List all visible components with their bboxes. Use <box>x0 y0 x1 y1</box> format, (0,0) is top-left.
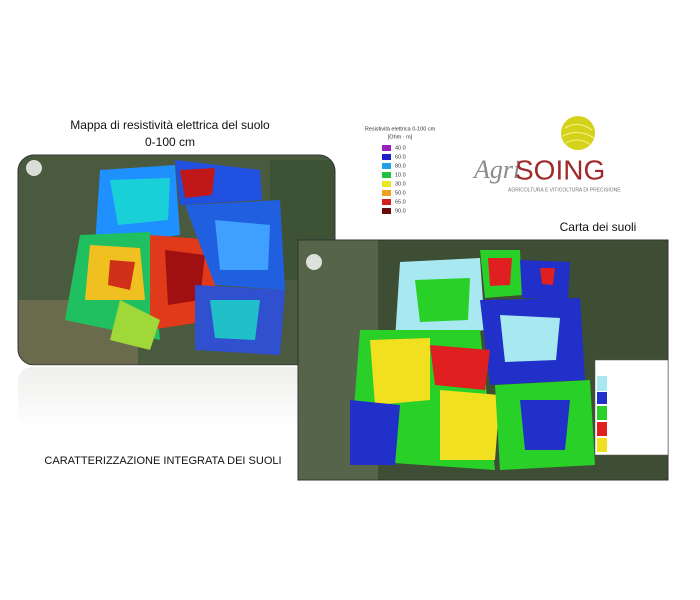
legend-swatch <box>382 145 391 151</box>
legend-label: 80.0 <box>395 163 406 169</box>
logo-name: SOING <box>515 154 605 185</box>
legend-label: 65.0 <box>395 199 406 205</box>
logo-prefix: Agri <box>472 155 520 184</box>
left-map-subtitle: 0-100 cm <box>145 135 195 149</box>
legend-swatch <box>382 172 391 178</box>
legend-label: 10.0 <box>395 172 406 178</box>
legend-swatch <box>382 163 391 169</box>
left-map-title: Mappa di resistività elettrica del suolo <box>70 118 270 132</box>
legend-label: 30.0 <box>395 181 406 187</box>
logo-tagline: AGRICOLTURA E VITICOLTURA DI PRECISIONE <box>508 187 621 193</box>
caption: CARATTERIZZAZIONE INTEGRATA DEI SUOLI <box>44 455 281 467</box>
soil-legend-table <box>594 359 669 456</box>
legend-label: 60.0 <box>395 154 406 160</box>
north-arrow <box>306 254 322 270</box>
legend-swatch <box>382 208 391 214</box>
legend-swatch <box>382 181 391 187</box>
legend-label: 50.0 <box>395 190 406 196</box>
legend-swatch <box>382 154 391 160</box>
north-arrow <box>26 160 42 176</box>
resistivity-legend: Resistività elettrica 0-100 cm [Ohm · m]… <box>365 126 436 214</box>
legend-label: 40.0 <box>395 145 406 151</box>
resistivity-map <box>18 155 335 365</box>
right-map-title: Carta dei suoli <box>560 220 637 234</box>
logo: Agri SOING AGRICOLTURA E VITICOLTURA DI … <box>472 116 621 193</box>
legend-title: Resistività elettrica 0-100 cm <box>365 126 436 132</box>
legend-unit: [Ohm · m] <box>388 134 413 140</box>
legend-swatch <box>382 190 391 196</box>
legend-label: 90.0 <box>395 208 406 214</box>
reflection-fade <box>14 365 339 431</box>
legend-swatch <box>382 199 391 205</box>
